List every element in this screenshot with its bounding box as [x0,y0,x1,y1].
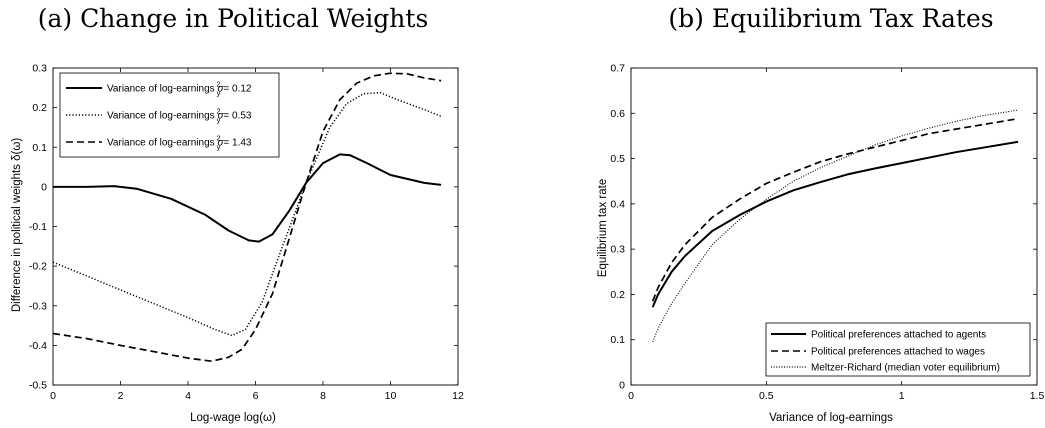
x-tick-label: 0 [50,390,56,402]
legend-sup: 2 [216,80,220,89]
y-tick-label: 0.3 [32,63,47,75]
panel-a-legend-entry: Variance of log-earnings σ2 y = 0.12 [66,80,252,98]
y-tick-label: 0.2 [610,289,625,301]
x-tick-label: 6 [253,390,259,402]
y-tick-label: -0.1 [29,221,47,233]
panel-a-title: (a) Change in Political Weights [38,4,429,33]
x-tick-label: 0.5 [759,390,774,402]
legend-value: = 0.53 [223,111,252,122]
y-tick-label: 0 [619,380,625,392]
panel-b-legend-box [765,322,1031,377]
legend-sigma: σ [217,84,224,95]
panel-a-x-axis-label: Log-wage log(ω) [190,412,276,424]
series-line-dotted [652,109,1019,343]
panel-a-plot: 0 2 4 6 8 10 12 -0.5 -0.4 -0.3 -0.2 -0.1 0 0.1 0.2 0.3 [29,63,464,403]
legend-label: Variance of log-earnings [107,84,217,95]
legend-value: = 1.43 [223,138,252,149]
y-tick-label: -0.3 [29,300,47,312]
x-tick-label: 8 [320,390,326,402]
panel-b-x-axis-label: Variance of log-earnings [769,412,893,424]
y-tick-label: -0.5 [29,380,47,392]
legend-sup: 2 [216,107,220,116]
x-tick-label: 1 [899,390,905,402]
panel-b-legend-entry: Political preferences attached to agents [771,330,986,341]
series-line-dotted [52,91,442,337]
series-line-solid [53,153,442,243]
series-line-dashed [651,117,1019,302]
panel-b-legend-entry: Political preferences attached to wages [771,347,985,358]
y-tick-label: 0 [41,181,47,193]
y-tick-label: 0.5 [610,153,625,165]
svg-text:Variance of log-earnings σ2y=: Variance of log-earnings σ2 y = 1.43 [107,134,252,152]
y-tick-label: -0.4 [29,340,47,352]
legend-label: Variance of log-earnings [107,138,217,149]
panel-b: (b) Equilibrium Tax Rates 0 0.5 1 1.5 0 0.1 0.… [597,4,1044,424]
legend-value: = 0.12 [223,84,252,95]
y-tick-label: 0.7 [610,63,625,75]
x-tick-label: 10 [385,390,397,402]
legend-sub: y [217,89,221,98]
x-tick-label: 1.5 [1030,390,1045,402]
x-tick-label: 0 [628,390,634,402]
panel-a-legend-entry: Variance of log-earnings σ2 y = 0.53 [66,107,252,125]
series-line-solid [651,140,1019,308]
legend-sub: y [217,116,221,125]
panel-b-y-axis-label: Equilibrium tax rate [597,179,609,277]
y-tick-label: 0.2 [32,102,47,114]
svg-text:Variance of log-earnings σ2y=: Variance of log-earnings σ2 y = 0.12 [107,80,252,98]
panel-a-legend-entry: Variance of log-earnings σ2 y = 1.43 [66,134,252,152]
y-tick-label: 0.1 [610,334,625,346]
legend-label: Political preferences attached to agents [811,330,986,341]
y-tick-label: 0.6 [610,108,625,120]
legend-label: Meltzer-Richard (median voter equilibriu… [811,363,1000,374]
panel-b-legend-entry: Meltzer-Richard (median voter equilibriu… [771,363,1000,374]
svg-text:Variance of log-earnings σ2y=: Variance of log-earnings σ2 y = 0.53 [107,107,252,125]
x-tick-label: 4 [185,390,191,402]
y-tick-label: 0.4 [610,198,625,210]
panel-b-legend: Political preferences attached to agents… [765,322,1031,377]
x-tick-label: 2 [118,390,124,402]
legend-sigma: σ [217,111,224,122]
legend-label: Variance of log-earnings [107,111,217,122]
y-tick-label: -0.2 [29,261,47,273]
y-tick-label: 0.1 [32,142,47,154]
legend-sigma: σ [217,138,224,149]
panel-b-plot: 0 0.5 1 1.5 0 0.1 0.2 0.3 0.4 0.5 0.6 0.7 [610,63,1044,403]
panel-a-y-axis-label: Difference in political weights δ(ω) [11,138,23,312]
plot-frame [630,67,1038,386]
legend-sup: 2 [216,134,220,143]
panel-a-legend: Variance of log-earnings σ2 y = 0.12 Varia… [59,72,280,158]
legend-label: Political preferences attached to wages [811,347,985,358]
panel-a: (a) Change in Political Weights 0 2 4 6 8 10 1… [11,4,464,424]
y-tick-label: 0.3 [610,244,625,256]
x-tick-label: 12 [452,390,464,402]
panel-b-title: (b) Equilibrium Tax Rates [668,4,993,33]
series-line-dashed [52,72,442,363]
legend-sub: y [217,143,221,152]
